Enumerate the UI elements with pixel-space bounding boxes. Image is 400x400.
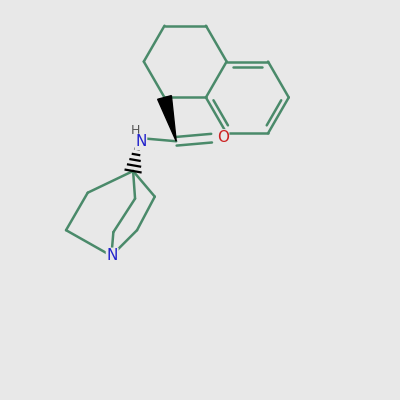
Text: O: O: [217, 130, 229, 145]
Polygon shape: [158, 96, 176, 141]
Text: N: N: [106, 248, 118, 263]
Text: N: N: [135, 134, 146, 150]
Text: H: H: [131, 124, 140, 137]
